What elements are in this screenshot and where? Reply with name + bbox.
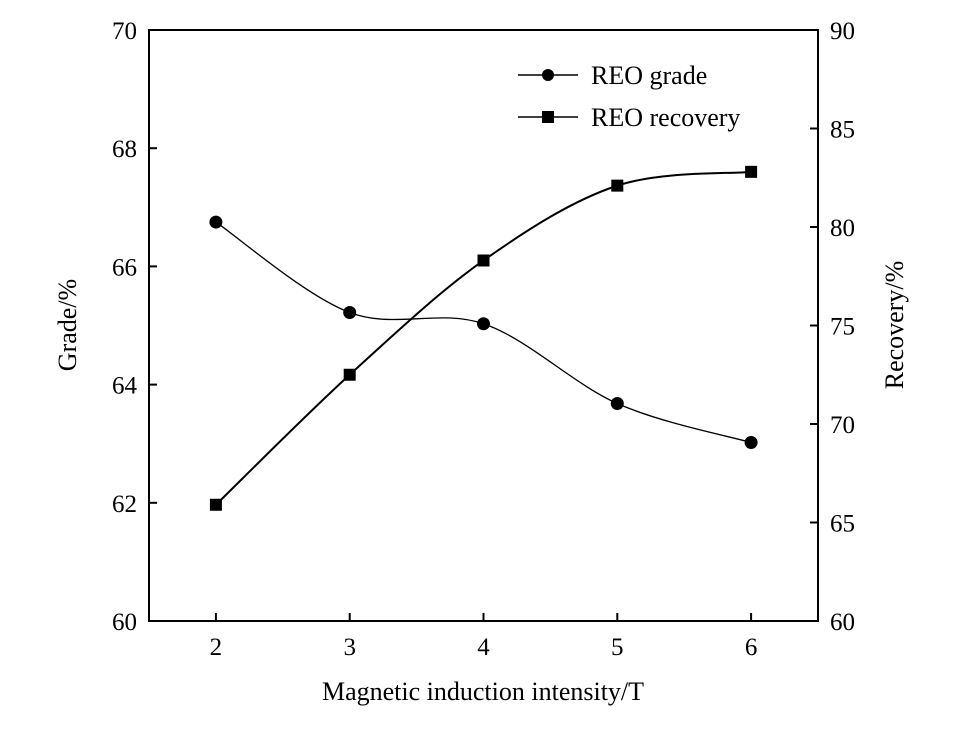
legend: REO grade REO recovery <box>518 61 740 132</box>
data-point-recovery <box>611 179 624 192</box>
data-point-grade <box>610 397 624 411</box>
x-tick-label: 2 <box>210 634 223 661</box>
data-point-grade <box>477 317 490 331</box>
right-tick-label: 70 <box>830 412 855 439</box>
left-y-axis-ticks: 60 62 64 66 68 70 <box>112 18 157 636</box>
right-tick-label: 60 <box>830 609 855 636</box>
x-tick-label: 3 <box>343 634 356 661</box>
right-y-axis-title: Recovery/% <box>880 261 909 390</box>
left-tick-label: 64 <box>112 373 138 400</box>
series-layer <box>209 165 758 511</box>
left-tick-label: 68 <box>112 136 137 163</box>
x-tick-label: 5 <box>611 634 624 661</box>
x-tick-label: 4 <box>477 634 490 661</box>
right-tick-label: 65 <box>830 511 855 538</box>
data-point-recovery <box>343 368 356 381</box>
x-axis-ticks: 2 3 4 5 6 <box>210 613 758 661</box>
data-point-recovery <box>209 498 222 511</box>
left-y-axis-title: Grade/% <box>53 279 82 371</box>
legend-label-recovery: REO recovery <box>591 103 740 132</box>
left-tick-label: 62 <box>112 491 137 518</box>
left-tick-label: 70 <box>112 18 137 45</box>
series-line-recovery <box>215 170 752 506</box>
data-point-grade <box>744 436 758 450</box>
legend-marker-recovery <box>542 111 554 123</box>
right-tick-label: 85 <box>830 117 855 144</box>
right-tick-label: 80 <box>830 215 855 242</box>
legend-label-grade: REO grade <box>591 61 707 90</box>
legend-item-recovery: REO recovery <box>518 103 740 132</box>
right-tick-label: 75 <box>830 314 855 341</box>
data-point-recovery <box>745 165 758 178</box>
data-point-recovery <box>477 254 490 267</box>
left-tick-label: 60 <box>112 609 137 636</box>
right-y-axis-ticks: 60 65 70 75 80 85 90 <box>810 18 855 636</box>
left-tick-label: 66 <box>112 254 137 281</box>
legend-item-grade: REO grade <box>518 61 707 90</box>
right-tick-label: 90 <box>830 18 855 45</box>
data-point-grade <box>209 215 223 229</box>
x-tick-label: 6 <box>745 634 758 661</box>
x-axis-title: Magnetic induction intensity/T <box>322 677 644 706</box>
data-point-grade <box>343 305 357 319</box>
legend-marker-grade <box>542 69 554 81</box>
